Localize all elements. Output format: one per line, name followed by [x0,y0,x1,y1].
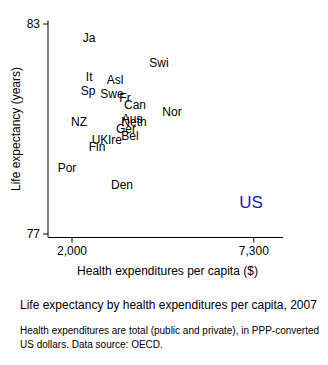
point-label: Sp [81,84,96,98]
point-label: Den [111,178,133,192]
point-label: Fin [89,140,106,154]
subtitle: Health expenditures are total (public an… [20,324,320,352]
point-label: Asl [107,73,124,87]
point-label: It [86,70,93,84]
point-label: NZ [71,115,87,129]
point-label: Bel [121,129,138,143]
point-label: Swi [149,56,168,70]
x-tick [253,238,254,243]
y-tick-label: 77 [27,227,41,241]
point-label: Por [58,161,77,175]
y-axis-title: Life expectancy (years) [9,67,23,191]
x-tick [72,238,73,243]
point-label: US [239,193,263,212]
point-label: Nor [162,105,181,119]
x-tick-label: 7,300 [239,244,269,258]
y-tick [43,24,48,25]
title: Life expectancy by health expenditures p… [20,298,320,312]
y-axis-line [48,21,49,238]
x-tick-label: 2,000 [57,244,87,258]
x-axis-line [48,237,283,238]
point-label: Ire [108,133,122,147]
x-axis-title: Health expenditures per capita ($) [77,264,258,278]
point-label: Ja [83,31,96,45]
y-tick-label: 83 [27,17,41,31]
point-label: Can [124,98,146,112]
y-tick [43,234,48,235]
